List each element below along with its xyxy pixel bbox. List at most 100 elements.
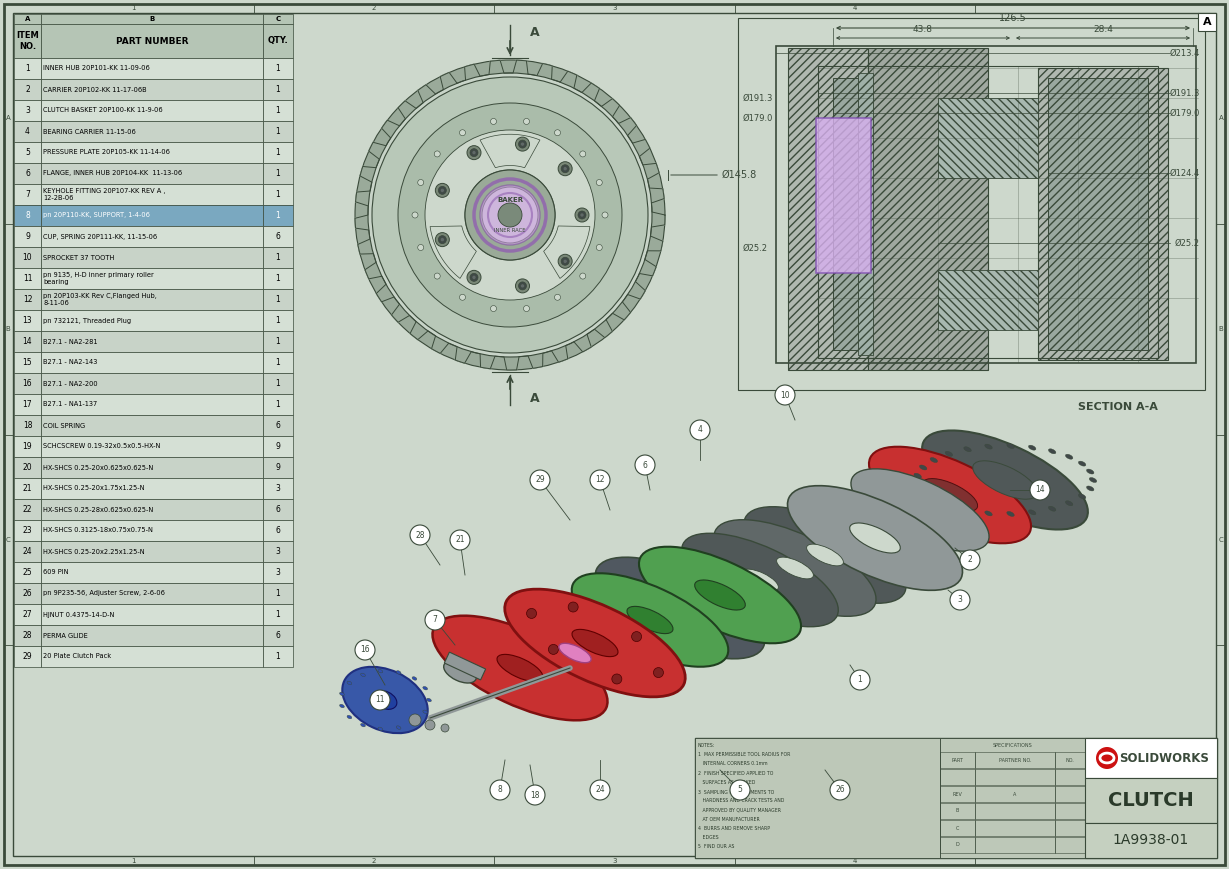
Text: 3: 3 (612, 5, 617, 11)
Text: 5  FIND OUR AS: 5 FIND OUR AS (698, 844, 735, 849)
Ellipse shape (423, 710, 428, 713)
Text: 20: 20 (22, 463, 32, 472)
Ellipse shape (343, 667, 428, 733)
Text: 10: 10 (780, 390, 790, 400)
Text: 43.8: 43.8 (913, 25, 933, 34)
Text: 9: 9 (25, 232, 29, 241)
Ellipse shape (426, 699, 431, 702)
Circle shape (460, 295, 466, 301)
Text: 14: 14 (1035, 486, 1045, 494)
Text: Ø191.3: Ø191.3 (1170, 89, 1200, 97)
Text: 4  BURRS AND REMOVE SHARP: 4 BURRS AND REMOVE SHARP (698, 826, 771, 831)
Circle shape (490, 118, 497, 124)
Bar (940, 803, 975, 819)
Ellipse shape (849, 523, 901, 553)
Circle shape (465, 170, 556, 260)
Text: pn 9P235-56, Adjuster Screw, 2-6-06: pn 9P235-56, Adjuster Screw, 2-6-06 (43, 591, 166, 596)
Circle shape (498, 203, 522, 227)
Text: A: A (25, 16, 31, 22)
Bar (833, 78, 858, 350)
Ellipse shape (379, 727, 382, 731)
Bar (14, 646, 41, 667)
Circle shape (562, 257, 569, 265)
Text: 17: 17 (22, 400, 32, 409)
Circle shape (563, 167, 567, 170)
Bar (1054, 786, 1085, 802)
Bar (14, 163, 41, 184)
Circle shape (519, 282, 526, 290)
Text: 1: 1 (275, 148, 280, 157)
Text: 11: 11 (23, 274, 32, 283)
Bar (41, 14, 263, 24)
Ellipse shape (396, 726, 401, 729)
Bar (41, 583, 263, 604)
Text: 6: 6 (643, 461, 648, 469)
Circle shape (355, 640, 375, 660)
Text: 10: 10 (22, 253, 32, 262)
Ellipse shape (1066, 454, 1073, 459)
Text: 609 PIN: 609 PIN (43, 569, 69, 575)
Text: CLUTCH BASKET 20P100-KK 11-9-06: CLUTCH BASKET 20P100-KK 11-9-06 (43, 108, 163, 114)
Bar (940, 786, 975, 802)
Circle shape (580, 151, 586, 157)
Bar (41, 604, 263, 625)
Circle shape (524, 306, 530, 312)
Text: 3: 3 (275, 568, 280, 577)
Text: A: A (1219, 116, 1223, 122)
Bar (1048, 78, 1148, 350)
Text: HJNUT 0.4375-14-D-N: HJNUT 0.4375-14-D-N (43, 612, 114, 618)
Text: NO.: NO. (1066, 758, 1074, 762)
Circle shape (481, 185, 540, 245)
Bar (263, 331, 293, 352)
Ellipse shape (984, 444, 992, 449)
Text: C: C (275, 16, 280, 22)
Bar (1085, 778, 1217, 823)
Bar (41, 310, 263, 331)
Bar (41, 79, 263, 100)
Text: INTERNAL CORNERS 0.1mm: INTERNAL CORNERS 0.1mm (698, 761, 768, 766)
Circle shape (521, 143, 525, 146)
Bar (263, 373, 293, 394)
Text: Ø124.4: Ø124.4 (1170, 169, 1200, 177)
Ellipse shape (806, 544, 843, 566)
Text: pn 20P110-KK, SUPPORT, 1-4-06: pn 20P110-KK, SUPPORT, 1-4-06 (43, 213, 150, 218)
Polygon shape (355, 60, 665, 370)
Text: 1: 1 (858, 675, 863, 685)
Bar (263, 352, 293, 373)
Bar (14, 289, 41, 310)
Circle shape (435, 183, 450, 197)
Bar (975, 752, 1054, 768)
Bar (263, 79, 293, 100)
Text: Ø179.0: Ø179.0 (744, 114, 773, 123)
Text: 1: 1 (132, 858, 135, 864)
Circle shape (410, 525, 430, 545)
Text: 6: 6 (275, 421, 280, 430)
Text: 1: 1 (275, 64, 280, 73)
Bar (41, 205, 263, 226)
Text: Ø25.2: Ø25.2 (1175, 238, 1200, 248)
Bar (263, 14, 293, 24)
Bar (14, 499, 41, 520)
Text: 28: 28 (23, 631, 32, 640)
Bar (41, 226, 263, 247)
Ellipse shape (396, 671, 401, 674)
Text: B27.1 - NA2-200: B27.1 - NA2-200 (43, 381, 98, 387)
Ellipse shape (714, 520, 876, 616)
Text: EDGES: EDGES (698, 835, 719, 840)
Text: 2: 2 (371, 5, 376, 11)
Text: 2  FINISH SPECIFIED APPLIED TO: 2 FINISH SPECIFIED APPLIED TO (698, 771, 773, 776)
Circle shape (439, 186, 446, 195)
Bar (41, 163, 263, 184)
Text: 27: 27 (22, 610, 32, 619)
Bar (263, 436, 293, 457)
Circle shape (435, 233, 450, 247)
Text: 1: 1 (275, 211, 280, 220)
Text: 6: 6 (25, 169, 29, 178)
Bar (1054, 769, 1085, 785)
Circle shape (730, 780, 750, 800)
Ellipse shape (347, 715, 351, 719)
Bar (263, 58, 293, 79)
Bar (14, 436, 41, 457)
Ellipse shape (360, 723, 365, 726)
Circle shape (580, 273, 586, 279)
